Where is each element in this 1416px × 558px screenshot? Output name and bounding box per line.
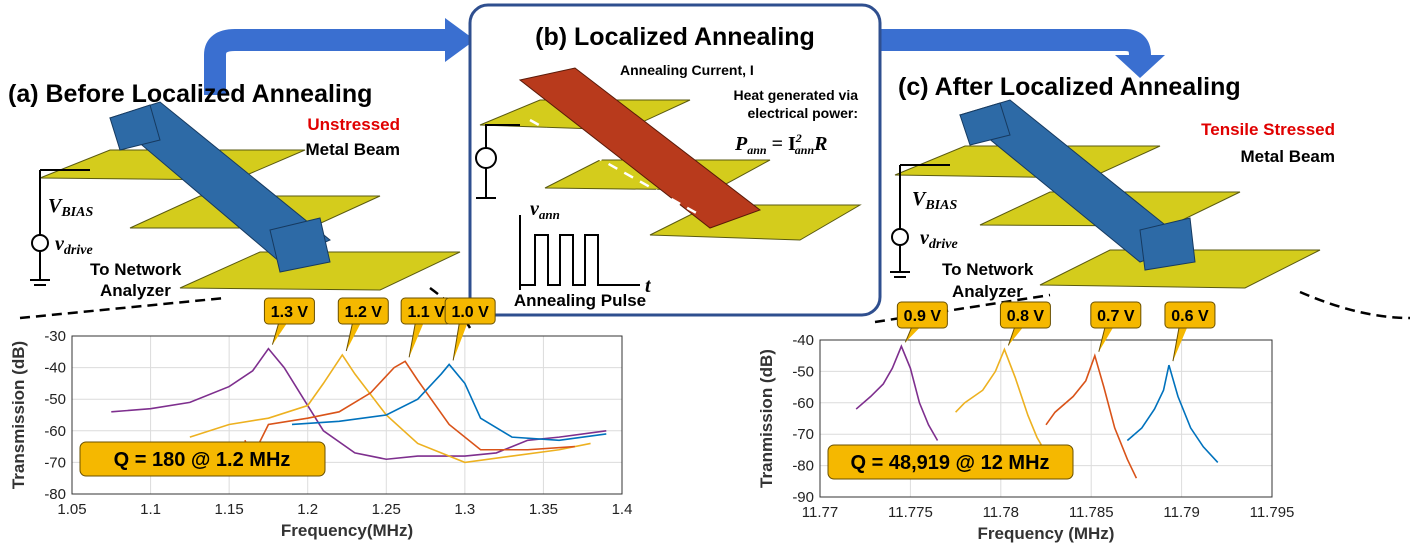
y-tick-label: -30 [44,328,66,345]
y-tick-label: -80 [792,458,814,475]
callout-label: 0.9 V [904,308,942,325]
x-axis-title: Frequency(MHz) [281,521,413,540]
wire [30,170,90,285]
y-tick-label: -60 [44,423,66,440]
y-tick-label: -40 [792,332,814,349]
x-tick-label: 1.35 [529,501,558,518]
annotation: Q = 180 @ 1.2 MHz [114,449,291,471]
heat-label: Heat generated via [734,87,859,103]
callout-label: 1.0 V [451,304,489,321]
heat-label: electrical power: [748,105,859,121]
x-tick-label: 11.78 [983,504,1019,521]
y-tick-label: -40 [44,360,66,377]
x-tick-label: 1.3 [454,501,475,518]
x-tick-label: 11.77 [802,504,838,521]
y-tick-label: -70 [44,454,66,471]
pulse-label: Annealing Pulse [514,291,646,310]
drive-label: vdrive [55,233,93,258]
beam-label: Metal Beam [306,140,400,159]
panel-title: (c) After Localized Annealing [898,73,1241,101]
y-tick-label: -50 [44,391,66,408]
stress-label: Unstressed [307,115,400,134]
y-axis-title: Tranmission (dB) [757,349,776,488]
x-tick-label: 1.15 [215,501,244,518]
callout-label: 1.2 V [345,304,383,321]
callout-label: 1.3 V [271,304,309,321]
pulse-source [476,148,496,168]
x-tick-label: 1.1 [140,501,161,518]
analyzer-label: To Network [942,260,1034,279]
callout-label: 0.7 V [1097,308,1135,325]
flow-arrow [870,40,1140,60]
source [892,229,908,245]
x-tick-label: 11.775 [888,504,933,521]
figure: (a) Before Localized Annealing Unstresse… [0,0,1416,558]
source [32,235,48,251]
bias-label: VBIAS [48,195,93,220]
callout-label: 0.8 V [1007,308,1045,325]
x-tick-label: 1.2 [297,501,318,518]
panel-title: (a) Before Localized Annealing [8,80,372,108]
x-tick-label: 11.79 [1163,504,1199,521]
callout-label: 0.6 V [1171,308,1209,325]
y-tick-label: -90 [792,489,814,506]
x-tick-label: 1.25 [372,501,401,518]
y-tick-label: -50 [792,363,814,380]
bias-label: VBIAS [912,188,957,213]
annotation: Q = 48,919 @ 12 MHz [850,452,1049,474]
current-label: Annealing Current, I [620,62,754,78]
wire [890,165,950,277]
beam-label: Metal Beam [1241,147,1335,166]
y-tick-label: -60 [792,395,814,412]
y-axis-title: Transmission (dB) [9,341,28,489]
analyzer-label: Analyzer [952,282,1023,301]
y-tick-label: -70 [792,426,814,443]
x-tick-label: 11.795 [1250,504,1295,521]
x-axis-title: Frequency (MHz) [978,524,1115,543]
drive-label: vdrive [920,227,958,252]
x-tick-label: 11.785 [1069,504,1114,521]
analyzer-label: Analyzer [100,281,171,300]
analyzer-label: To Network [90,260,182,279]
callout-label: 1.1 V [407,304,445,321]
panel-title: (b) Localized Annealing [535,23,815,51]
stress-label: Tensile Stressed [1201,120,1335,139]
y-tick-label: -80 [44,486,66,503]
x-tick-label: 1.4 [612,501,633,518]
x-tick-label: 1.05 [57,501,86,518]
